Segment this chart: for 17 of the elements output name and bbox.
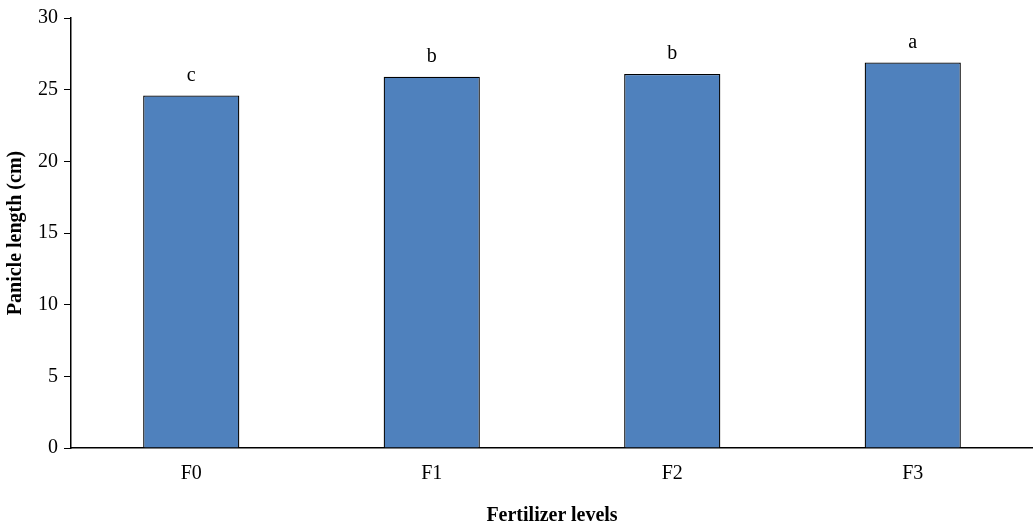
x-tick-label: F2 [661, 461, 683, 484]
annotation: b [667, 41, 678, 64]
x-axis-title: Fertilizer levels [486, 503, 618, 526]
x-tick-label: F0 [180, 461, 202, 484]
annotation: c [186, 62, 196, 85]
annotation: b [426, 44, 437, 67]
y-tick-label: 5 [48, 363, 58, 386]
x-tick-label: F1 [421, 461, 443, 484]
y-tick-label: 10 [38, 291, 58, 314]
y-tick-label: 25 [38, 76, 58, 99]
y-tick-label: 30 [38, 5, 58, 28]
y-axis-title: Panicle length (cm) [3, 150, 27, 316]
x-tick-label: F3 [902, 461, 924, 484]
y-tick-label: 0 [48, 435, 58, 458]
annotation: a [908, 29, 918, 52]
y-tick-label: 20 [38, 148, 58, 171]
y-tick-label: 15 [38, 220, 58, 243]
